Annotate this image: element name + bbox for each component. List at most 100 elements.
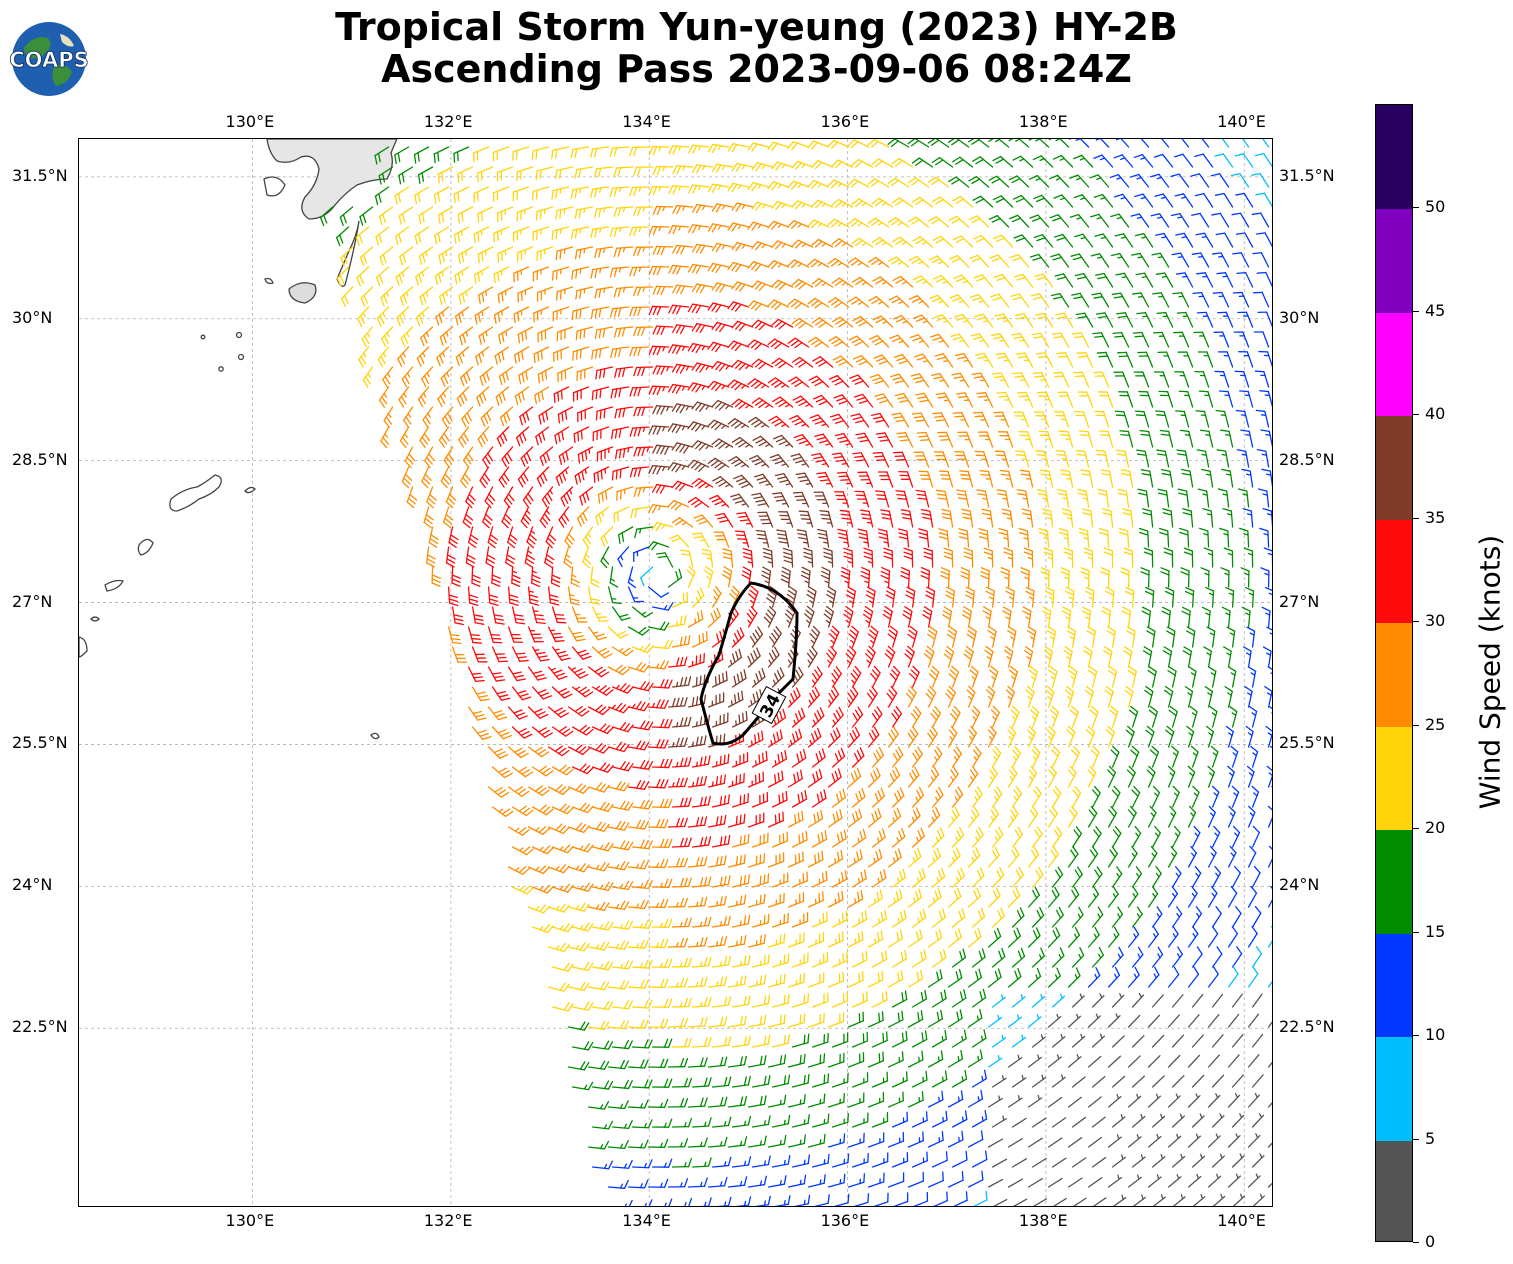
wind-barb [814,433,834,448]
wind-barb [667,897,689,908]
wind-barb [1246,765,1255,788]
wind-barb [871,950,888,968]
wind-barb [537,326,554,343]
wind-barb [691,401,714,412]
wind-barb [1171,825,1181,848]
lon-tick-label-top: 134°E [622,112,671,131]
wind-barb [934,353,954,368]
wind-barb [535,166,554,181]
wind-barb [454,306,470,326]
wind-barb [875,432,894,448]
wind-barb [907,888,923,908]
wind-barb [851,198,874,208]
wind-barb [947,139,970,148]
wind-barb [1142,646,1153,668]
wind-barb [640,566,654,587]
wind-barb [512,226,530,242]
wind-barb [1247,1092,1260,1108]
wind-barb [884,645,896,668]
wind-barb [1251,1074,1264,1088]
wind-barb [633,366,654,377]
wind-barb [991,1158,1008,1168]
wind-barb [1092,332,1110,348]
wind-barb [911,1030,928,1048]
wind-barb [942,606,953,628]
wind-barb [847,178,870,188]
wind-barb [527,706,549,719]
wind-barb [733,474,754,488]
wind-barb [891,412,910,428]
wind-barb [1231,1113,1245,1128]
wind-barb [755,529,770,548]
lat-tick-label-left: 25.5°N [12,733,68,753]
wind-barb [547,745,570,757]
wind-barb [633,286,654,297]
wind-barb [513,306,530,324]
wind-barb [1071,292,1090,308]
wind-barb [462,506,474,529]
wind-barb [1191,825,1201,848]
wind-barb [471,566,481,587]
colorbar-tick [1413,1138,1419,1140]
wind-barb [1211,1153,1225,1168]
wind-barb [969,254,990,268]
wind-barb [1171,1153,1186,1168]
wind-barb [1215,232,1234,248]
wind-barb [1087,805,1098,828]
wind-barb [571,843,594,853]
wind-barb [1201,139,1210,148]
wind-barb [1074,410,1090,428]
wind-barb [1070,253,1090,268]
wind-barb [480,406,494,427]
wind-barb [1207,1093,1221,1108]
wind-barb [687,856,708,868]
wind-barb [791,871,808,888]
wind-barb [518,366,534,385]
wind-barb [1243,646,1252,668]
wind-barb [573,426,590,444]
wind-barb [462,446,474,468]
wind-barb [691,243,714,254]
wind-barb [613,166,634,177]
wind-barb [1127,666,1137,688]
wind-barb [1081,508,1094,528]
wind-barb [831,747,846,768]
wind-barb [633,326,654,337]
wind-barb [669,534,690,548]
colorbar-tick-label: 20 [1425,818,1446,838]
wind-barb [847,1052,865,1068]
wind-barb [396,306,410,327]
wind-barb [1125,725,1135,748]
wind-barb [1118,527,1130,548]
wind-barb [727,813,746,828]
wind-barb [1005,586,1015,608]
wind-barb [847,1132,865,1148]
wind-barb [1187,966,1200,988]
wind-barb [467,666,485,683]
wind-barb [1095,272,1114,288]
wind-barb [591,881,614,891]
wind-barb [1041,508,1054,528]
wind-barb [1166,626,1176,648]
wind-barb [1052,371,1070,388]
wind-barb [597,486,614,504]
wind-barb [536,246,554,262]
wind-barb [747,812,765,828]
wind-barb [1191,1074,1205,1088]
wind-barb [845,645,857,668]
wind-barb [551,646,571,661]
wind-barb [940,567,950,588]
wind-barb [1009,254,1030,268]
wind-barb [988,175,1010,188]
wind-barb [1111,1075,1126,1088]
wind-barb [900,566,911,588]
wind-barb [788,414,810,428]
wind-barb [999,469,1014,488]
wind-barb [972,195,994,208]
wind-barb [1207,666,1217,688]
wind-barb [911,412,930,428]
wind-barb [751,358,774,370]
wind-barb [648,305,670,316]
wind-barb [1211,212,1230,228]
wind-barb [551,923,574,933]
